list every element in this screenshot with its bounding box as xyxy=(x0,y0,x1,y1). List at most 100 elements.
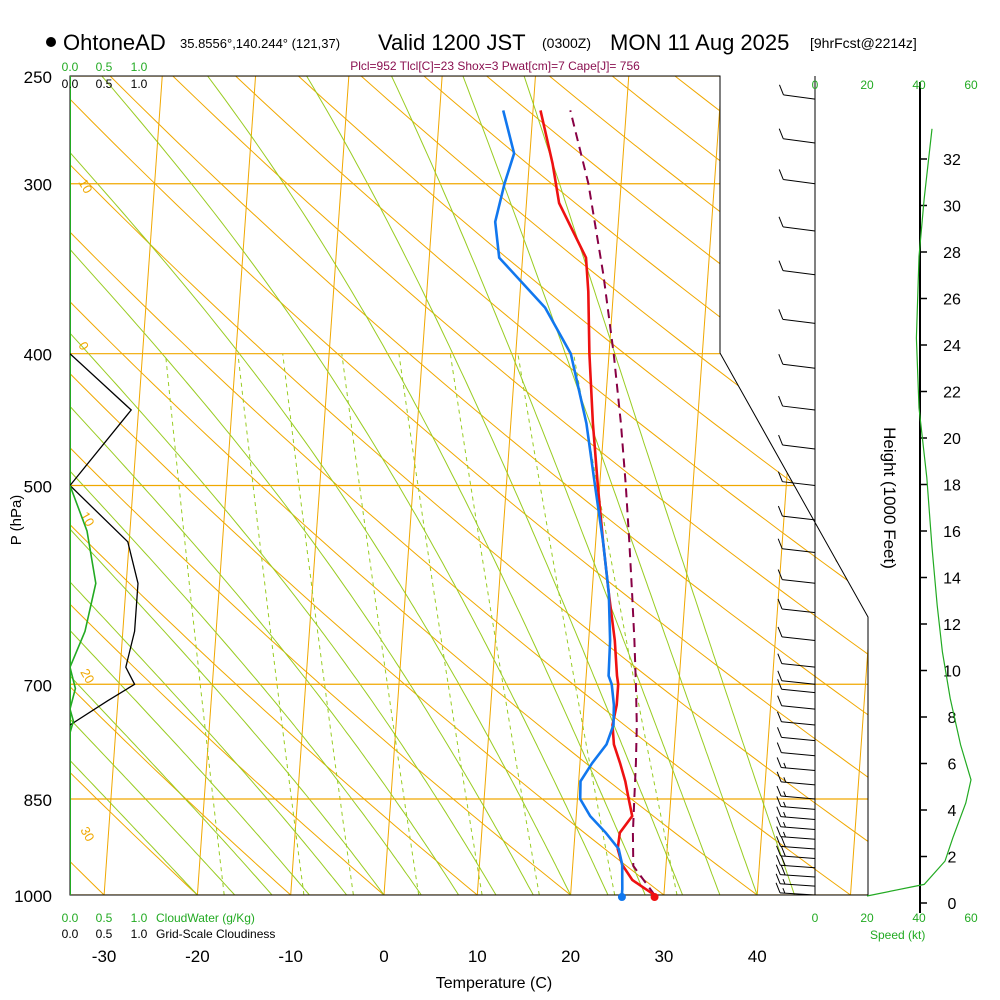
cloudiness-profile xyxy=(70,353,139,726)
station-coords: 35.8556°,140.244° (121,37) xyxy=(180,36,340,51)
speed-tick-bottom: 60 xyxy=(964,911,978,925)
cloudwater-scale-bottom: 0.0 xyxy=(62,911,79,925)
theta-label: 30 xyxy=(77,824,97,844)
mixing-ratio-label: 12 xyxy=(538,903,558,923)
cloudiness-title: Grid-Scale Cloudiness xyxy=(156,927,275,941)
wind-barb xyxy=(777,670,816,685)
moist-adiabat-line xyxy=(70,76,572,895)
cloud-panel xyxy=(70,76,139,895)
moist-adiabat-line xyxy=(462,76,758,895)
mixing-ratio-line xyxy=(237,353,305,895)
height-tick-label: 2 xyxy=(948,850,957,867)
wind-barb xyxy=(778,354,816,369)
sounding-profiles xyxy=(493,110,659,901)
wind-barb xyxy=(777,695,816,710)
cloudiness-scale-top: 1.0 xyxy=(131,77,148,91)
temperature-tick-label: 20 xyxy=(561,947,580,966)
temperature-tick-label: 0 xyxy=(379,947,388,966)
forecast-info: [9hrFcst@2214z] xyxy=(810,35,917,51)
height-tick-label: 10 xyxy=(943,664,961,681)
wind-barb xyxy=(775,882,816,896)
pressure-tick-label: 300 xyxy=(24,176,52,195)
cloudwater-scale-top: 1.0 xyxy=(131,60,148,74)
dry-adiabat-line xyxy=(70,76,478,895)
wind-barb xyxy=(778,260,816,276)
theta-label: 10 xyxy=(75,176,95,196)
wind-barb xyxy=(778,216,816,232)
wind-barb xyxy=(777,505,816,521)
height-tick-label: 16 xyxy=(943,524,961,541)
speed-tick-top: 20 xyxy=(860,78,874,92)
cloudiness-scale-top: 0.5 xyxy=(96,77,113,91)
mixing-ratio-line xyxy=(341,353,420,895)
x-axis-title: Temperature (C) xyxy=(436,975,552,992)
wind-barb xyxy=(778,169,816,185)
speed-axis-title: Speed (kt) xyxy=(870,928,925,942)
moist-adiabat-line xyxy=(523,76,795,895)
speed-tick-bottom: 20 xyxy=(860,911,874,925)
parcel-line xyxy=(569,110,656,896)
mixing-ratio-lines xyxy=(165,353,678,895)
y-axis-title: P (hPa) xyxy=(8,495,25,546)
dry-adiabat-line xyxy=(70,76,665,895)
dry-adiabat-line xyxy=(800,76,868,895)
wind-barb xyxy=(776,836,816,850)
wind-barb xyxy=(778,395,816,411)
dry-adiabat-line xyxy=(70,76,571,895)
moist-adiabat-line xyxy=(70,76,534,895)
speed-tick-top: 60 xyxy=(964,78,978,92)
moist-adiabat-line xyxy=(70,76,310,895)
wind-barb xyxy=(776,796,816,810)
dry-adiabat-line xyxy=(0,76,11,895)
dry-adiabat-line xyxy=(70,76,851,895)
pressure-tick-label: 1000 xyxy=(14,887,52,906)
dry-adiabat-line xyxy=(70,76,868,895)
isotherm-line xyxy=(850,76,868,895)
wind-barb xyxy=(776,785,816,800)
dry-adiabat-line xyxy=(360,76,868,895)
mixing-ratio-line xyxy=(165,353,225,895)
cloudwater-scale-bottom: 0.5 xyxy=(96,911,113,925)
isotherm-label: 10 xyxy=(738,363,769,394)
moist-adiabat-line xyxy=(70,76,198,895)
temperature-tick-label: 40 xyxy=(748,947,767,966)
height-axis-title: Height (1000 Feet) xyxy=(880,427,899,569)
params-line: Plcl=952 Tlcl[C]=23 Shox=3 Pwat[cm]=7 Ca… xyxy=(350,59,640,73)
cloudwater-scale-top: 0.5 xyxy=(96,60,113,74)
cloudwater-scale-bottom: 1.0 xyxy=(131,911,148,925)
mixing-ratio-label: 2 xyxy=(304,906,321,920)
mixing-ratio-line xyxy=(517,353,616,895)
station-name: OhtoneAD xyxy=(63,30,166,55)
station-dot-icon xyxy=(46,37,56,47)
height-tick-label: 28 xyxy=(943,245,961,262)
temperature-tick-label: -10 xyxy=(278,947,303,966)
temperature-tick-label: -30 xyxy=(92,947,117,966)
cloudiness-scale-top: 0.0 xyxy=(62,77,79,91)
wind-speed-profile xyxy=(866,128,972,897)
height-tick-label: 30 xyxy=(943,199,961,216)
dry-adiabat-line xyxy=(70,76,385,895)
speed-tick-bottom: 40 xyxy=(912,911,926,925)
pressure-tick-label: 500 xyxy=(24,478,52,497)
valid-time: Valid 1200 JST xyxy=(378,30,526,55)
temperature-tick-label: -20 xyxy=(185,947,210,966)
dry-adiabat-line xyxy=(423,76,868,895)
moist-adiabat-line xyxy=(101,76,609,895)
valid-date: MON 11 Aug 2025 xyxy=(610,30,789,55)
theta-label: 20 xyxy=(77,666,97,686)
moist-adiabat-line xyxy=(207,76,646,895)
dry-adiabat-line xyxy=(70,76,292,895)
wind-barbs xyxy=(775,84,816,896)
moist-adiabat-line xyxy=(70,76,385,895)
moist-adiabat-line xyxy=(70,76,460,895)
height-tick-label: 20 xyxy=(943,431,961,448)
height-tick-label: 6 xyxy=(948,757,957,774)
height-tick-label: 24 xyxy=(943,338,961,355)
dry-adiabat-line xyxy=(70,76,868,895)
wind-barb xyxy=(778,309,816,324)
height-tick-label: 0 xyxy=(948,896,957,913)
height-tick-label: 22 xyxy=(943,385,961,402)
wind-barb xyxy=(778,434,816,450)
pressure-tick-label: 250 xyxy=(24,68,52,87)
wind-barb xyxy=(778,84,816,100)
